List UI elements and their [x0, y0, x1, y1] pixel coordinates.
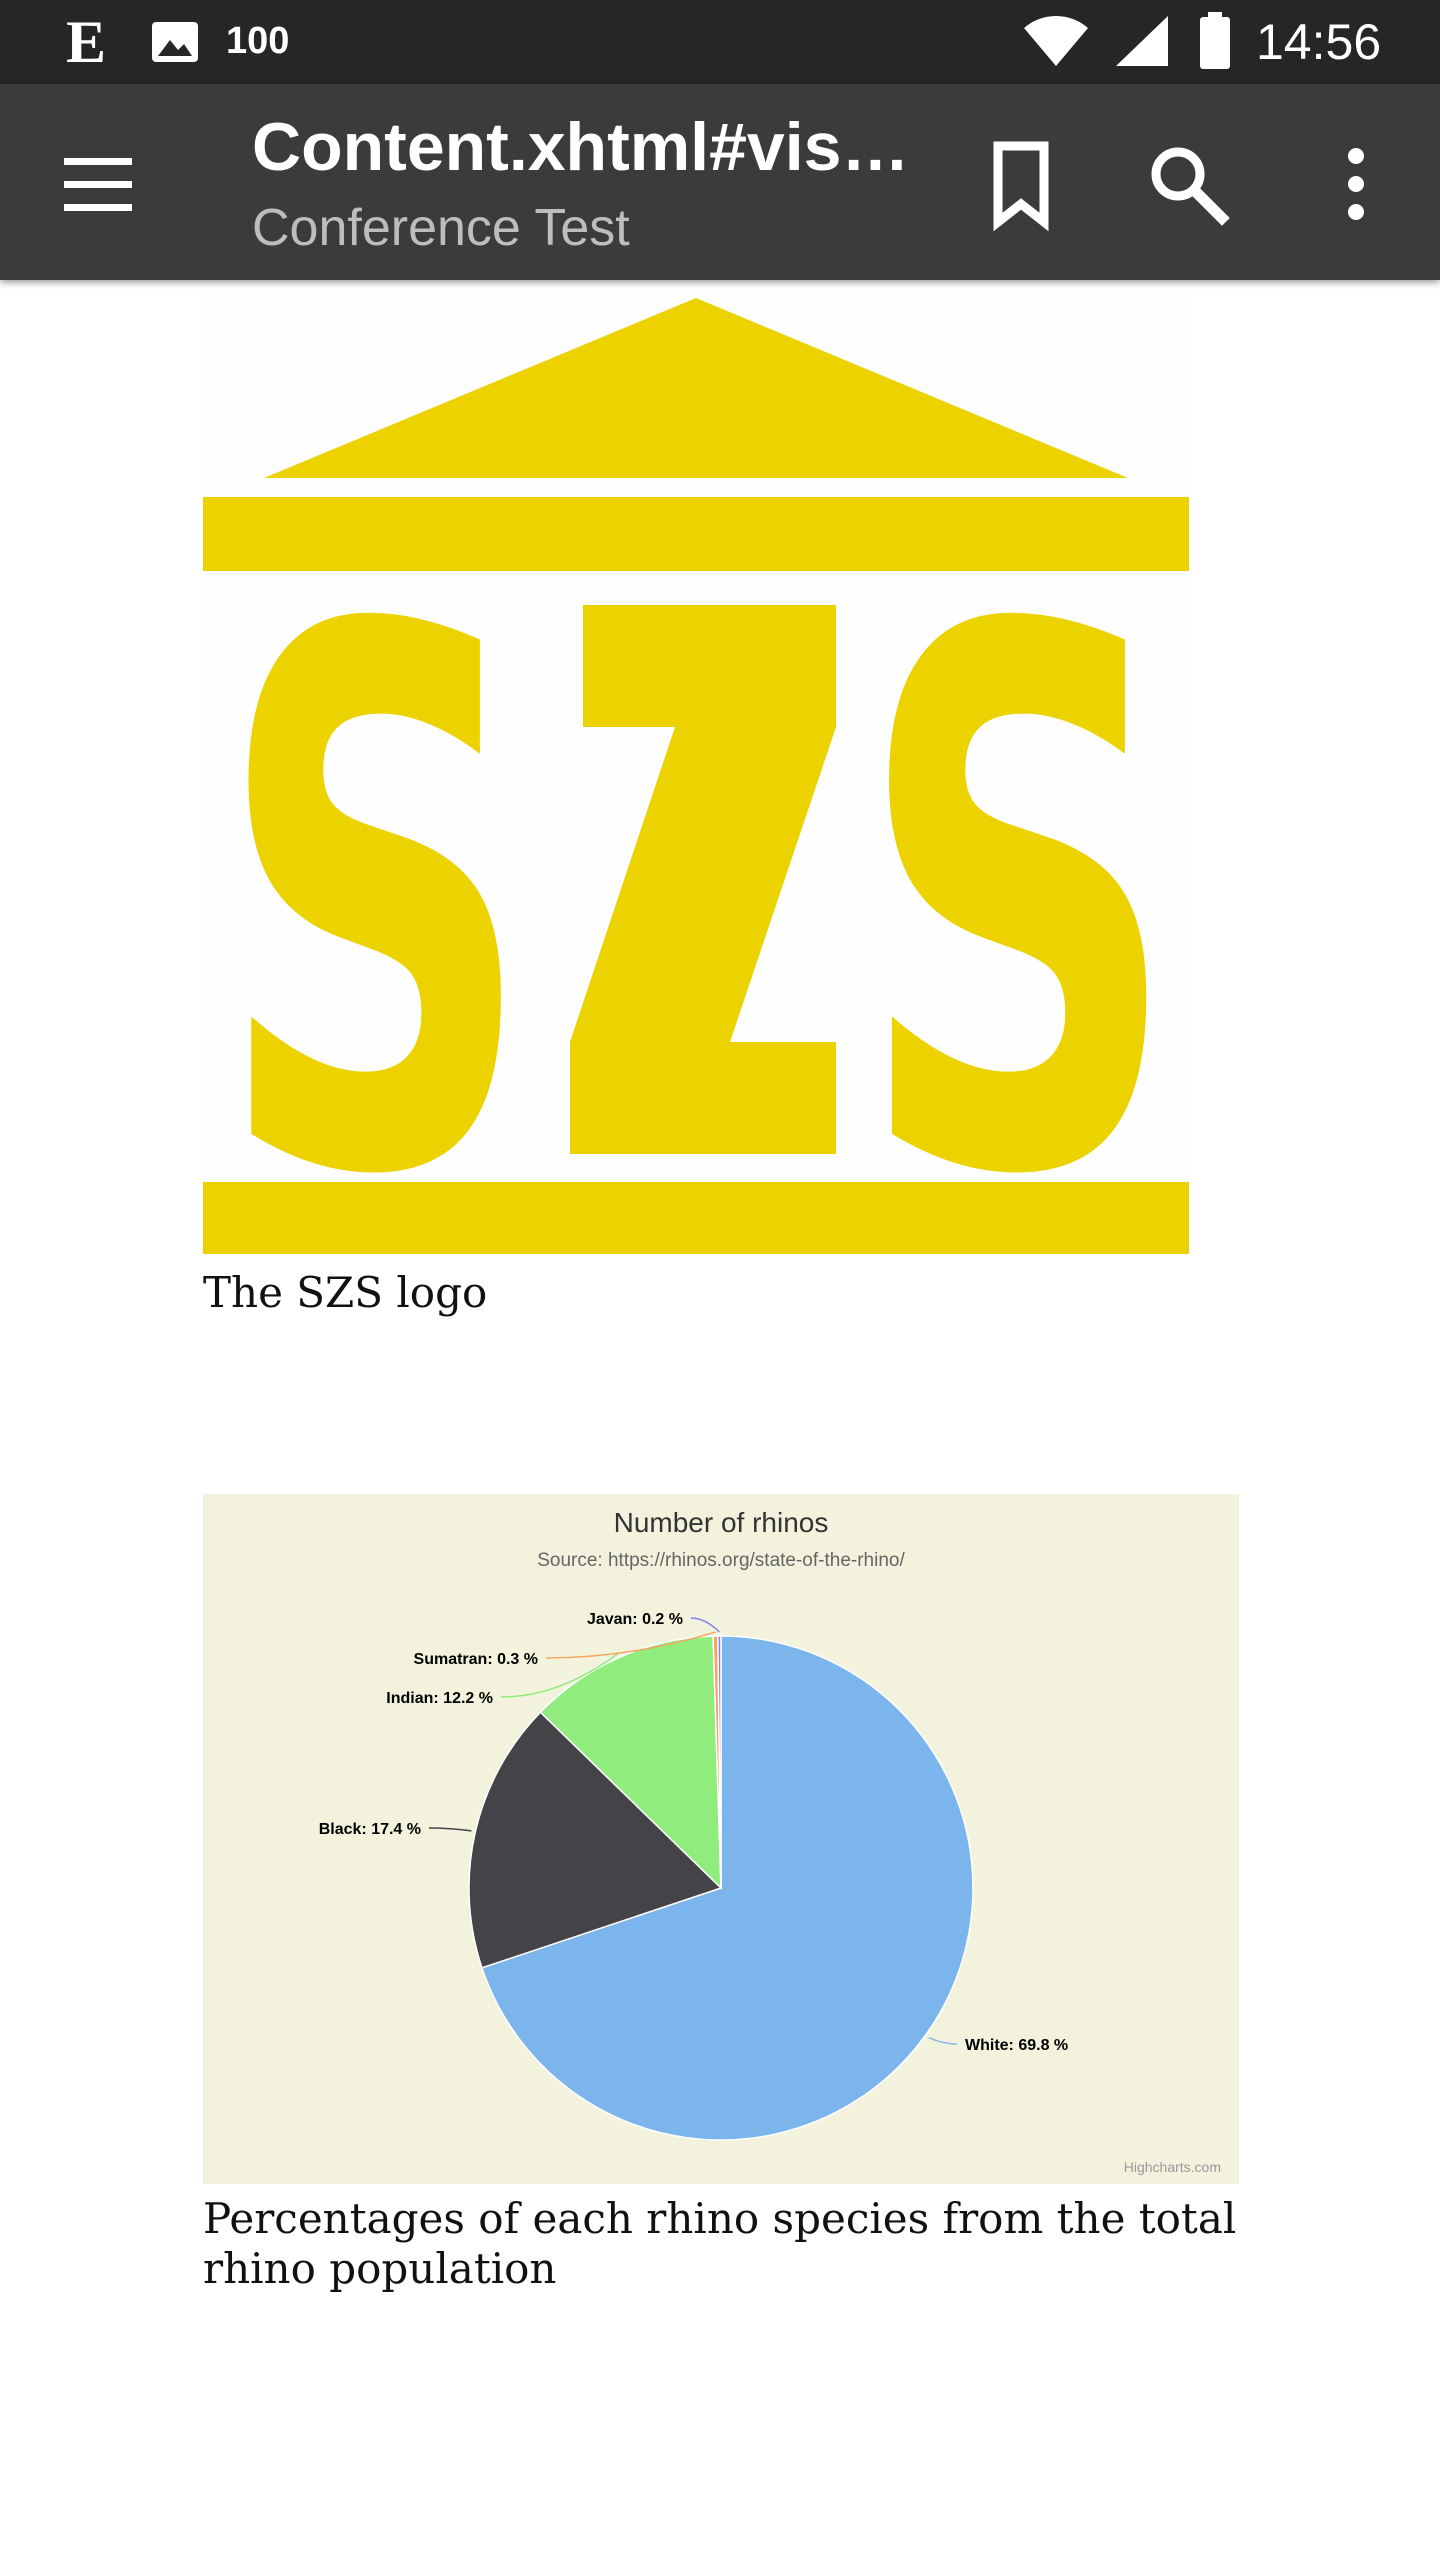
app-notification-icon: E	[66, 9, 107, 75]
logo-caption: The SZS logo	[203, 1268, 488, 1317]
page-title: Content.xhtml#visi…	[252, 109, 912, 185]
logo-letter-s-left: S	[217, 475, 533, 1256]
pie-labels: White: 69.8 % Black: 17.4 % Indian: 12.2 %…	[319, 1611, 1068, 2054]
status-bar: E 100 14:56	[0, 0, 1440, 84]
reader-content: S S The SZS logo Number of rhinos Source…	[0, 280, 1440, 2560]
cell-signal-icon	[1116, 16, 1168, 66]
pie-connector-javan	[690, 1617, 720, 1633]
logo-letter-s-right: S	[857, 475, 1179, 1256]
pie-connector-white	[928, 2036, 958, 2045]
wifi-icon	[1024, 16, 1088, 66]
pie-label-javan: Javan: 0.2 %	[587, 1611, 683, 1628]
pie-label-white: White: 69.8 %	[965, 2037, 1068, 2054]
chart-caption: Percentages of each rhino species from t…	[203, 2194, 1237, 2293]
app-toolbar: Content.xhtml#visi… Conference Test	[0, 84, 1440, 280]
pie-slices	[468, 1635, 974, 2141]
pie-chart-svg: Number of rhinos Source: https://rhinos.…	[319, 1507, 1221, 2175]
pie-connectors	[428, 1617, 958, 2045]
menu-icon-bar	[64, 181, 132, 188]
pie-slice-javan[interactable]	[717, 1635, 722, 1889]
pie-slice-white[interactable]	[481, 1635, 974, 2141]
chart-credits: Highcharts.com	[1124, 2159, 1221, 2175]
rhino-pie-chart: Number of rhinos Source: https://rhinos.…	[203, 1494, 1239, 2184]
szs-logo: S S	[203, 292, 1189, 1256]
battery-icon	[1200, 12, 1230, 69]
pie-label-black: Black: 17.4 %	[319, 1821, 421, 1838]
pie-label-indian: Indian: 12.2 %	[386, 1690, 493, 1707]
clock: 14:56	[1256, 14, 1382, 70]
bookmark-icon[interactable]	[976, 136, 1066, 232]
pie-slice-black[interactable]	[468, 1711, 723, 1969]
chart-title: Number of rhinos	[614, 1507, 829, 1538]
pie-label-sumatran: Sumatran: 0.3 %	[414, 1651, 538, 1668]
pie-connector-black	[428, 1827, 472, 1832]
menu-icon-bar	[64, 204, 132, 211]
szs-logo-shapes	[203, 298, 1189, 1254]
chart-subtitle: Source: https://rhinos.org/state-of-the-…	[537, 1550, 905, 1571]
notification-count: 100	[226, 20, 290, 62]
book-title: Conference Test	[252, 199, 630, 257]
menu-icon-bar	[64, 158, 132, 165]
menu-icon[interactable]	[52, 144, 144, 224]
pie-connector-indian	[500, 1653, 619, 1698]
search-icon[interactable]	[1140, 136, 1236, 232]
image-notification-icon	[152, 22, 198, 62]
more-vert-icon[interactable]	[1316, 136, 1396, 232]
pie-connector-sumatran	[545, 1631, 716, 1659]
